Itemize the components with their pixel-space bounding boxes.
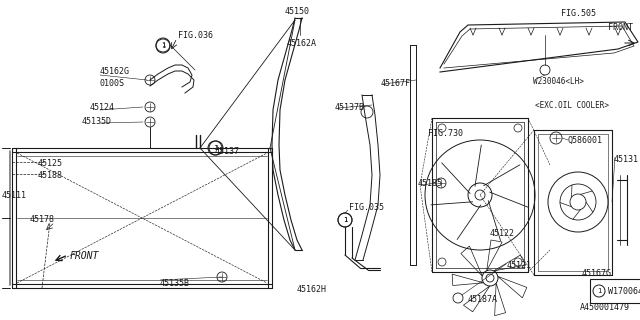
Text: 1: 1 — [213, 145, 217, 151]
Text: 45162G: 45162G — [100, 68, 130, 76]
Text: FIG.730: FIG.730 — [428, 129, 463, 138]
Text: 45162H: 45162H — [297, 285, 327, 294]
Text: 1: 1 — [161, 42, 165, 48]
Text: FRONT: FRONT — [608, 23, 633, 33]
Text: 1: 1 — [597, 288, 601, 294]
Text: 45125: 45125 — [38, 159, 63, 169]
Text: Q586001: Q586001 — [567, 135, 602, 145]
Text: 45137: 45137 — [215, 148, 240, 156]
Text: 45135D: 45135D — [82, 117, 112, 126]
Text: 45135B: 45135B — [160, 279, 190, 289]
Text: 45131: 45131 — [614, 155, 639, 164]
Text: FIG.035: FIG.035 — [349, 204, 384, 212]
FancyBboxPatch shape — [590, 279, 640, 303]
Text: 45185: 45185 — [418, 180, 443, 188]
Text: 1: 1 — [343, 217, 347, 223]
Text: 45124: 45124 — [90, 102, 115, 111]
Text: W230046<LH>: W230046<LH> — [533, 76, 584, 85]
Text: FIG.505: FIG.505 — [561, 10, 596, 19]
Text: 45111: 45111 — [2, 191, 27, 201]
Text: <EXC.OIL COOLER>: <EXC.OIL COOLER> — [535, 100, 609, 109]
Text: 1: 1 — [343, 217, 347, 223]
Text: FIG.036: FIG.036 — [178, 30, 213, 39]
Text: 45188: 45188 — [38, 172, 63, 180]
Text: FRONT: FRONT — [70, 251, 99, 261]
Text: A450001479: A450001479 — [580, 303, 630, 313]
Text: 45187A: 45187A — [468, 295, 498, 305]
Text: 0100S: 0100S — [100, 78, 125, 87]
Text: 45167F: 45167F — [381, 79, 411, 89]
Text: 45137B: 45137B — [335, 102, 365, 111]
Text: W170064: W170064 — [608, 286, 640, 295]
Text: 45167G: 45167G — [582, 269, 612, 278]
Text: 45122: 45122 — [490, 228, 515, 237]
Text: 1: 1 — [214, 145, 218, 151]
Text: 1: 1 — [161, 43, 165, 49]
Text: 45178: 45178 — [30, 215, 55, 225]
Text: 45150: 45150 — [285, 7, 310, 17]
Text: 45162A: 45162A — [287, 39, 317, 49]
Text: 45121: 45121 — [507, 261, 532, 270]
